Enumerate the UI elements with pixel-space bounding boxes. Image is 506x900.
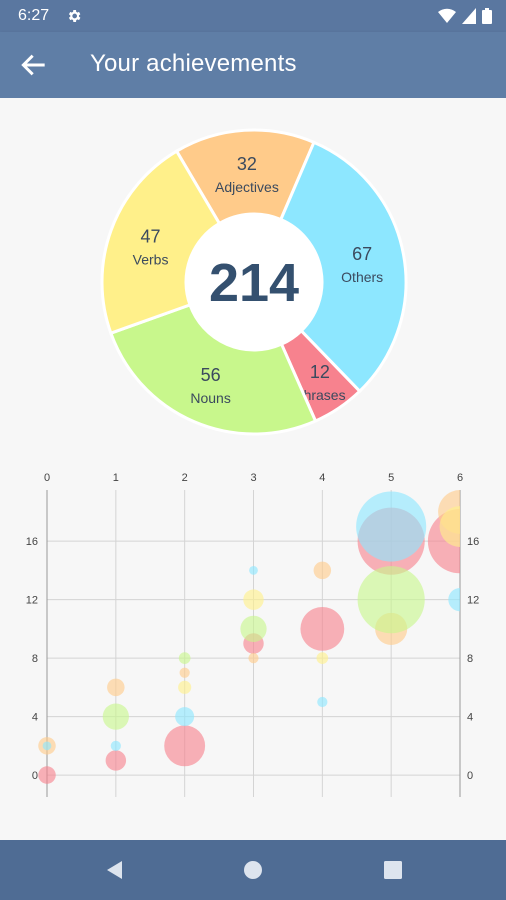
square-recents-icon[interactable] xyxy=(381,858,405,882)
bubble-point xyxy=(356,491,427,562)
bubble-point xyxy=(38,766,56,784)
y-tick-label-right: 16 xyxy=(467,536,479,548)
bubble-point xyxy=(313,561,332,580)
bubble-point xyxy=(107,678,125,697)
y-tick-label-left: 16 xyxy=(26,536,38,548)
donut-hole xyxy=(187,215,321,349)
arrow-left-icon[interactable] xyxy=(18,49,50,81)
x-tick-label: 3 xyxy=(250,472,256,484)
x-tick-label: 2 xyxy=(182,472,188,484)
x-tick-label: 4 xyxy=(319,472,325,484)
y-tick-label-left: 12 xyxy=(26,595,38,607)
circle-home-icon[interactable] xyxy=(241,858,265,882)
status-bar: 6:27 xyxy=(0,0,506,32)
x-tick-label: 1 xyxy=(113,472,119,484)
bubble-point xyxy=(42,741,52,751)
bubble-point xyxy=(249,566,258,575)
donut-category-label: Adjectives xyxy=(215,179,279,195)
x-tick-label: 6 xyxy=(457,472,463,484)
y-tick-label-right: 4 xyxy=(467,712,473,724)
page-title: Your achievements xyxy=(90,50,297,77)
y-tick-label-right: 8 xyxy=(467,653,473,665)
donut-category-label: Verbs xyxy=(133,252,169,268)
donut-slice-others xyxy=(278,140,408,394)
bubble-point xyxy=(439,506,460,547)
settings-icon xyxy=(68,10,81,22)
y-tick-label-right: 0 xyxy=(467,770,473,782)
signal-icon xyxy=(462,8,476,24)
bubble-marks xyxy=(38,490,460,784)
bubble-point xyxy=(178,652,191,664)
status-time: 6:27 xyxy=(18,7,50,24)
bubble-point xyxy=(357,566,425,634)
bubble-point xyxy=(179,667,190,678)
bubble-point xyxy=(102,703,129,730)
y-tick-label-left: 8 xyxy=(32,653,38,665)
bubble-point xyxy=(448,587,460,612)
x-tick-label: 5 xyxy=(388,472,394,484)
y-tick-label-left: 4 xyxy=(32,712,38,724)
donut-value-label: 56 xyxy=(201,365,221,385)
bubble-point xyxy=(164,725,206,767)
status-icons xyxy=(438,8,492,24)
donut-value-label: 32 xyxy=(237,154,257,174)
bubble-point xyxy=(175,707,195,727)
donut-value-label: 67 xyxy=(352,244,372,264)
battery-icon xyxy=(482,8,492,24)
bubble-point xyxy=(240,615,267,643)
bubble-point xyxy=(243,589,264,610)
bubble-point xyxy=(316,652,329,664)
bubble-point xyxy=(110,740,121,751)
donut-category-label: Others xyxy=(341,269,383,285)
donut-slice-nouns xyxy=(108,302,318,436)
donut-category-label: Nouns xyxy=(190,390,230,406)
navigation-bar xyxy=(0,840,506,900)
donut-slice-verbs xyxy=(100,149,222,336)
bubble-point xyxy=(317,696,328,708)
total-count: 214 xyxy=(209,253,299,313)
donut-value-label: 12 xyxy=(310,362,330,382)
bubble-point xyxy=(300,606,345,651)
y-tick-label-right: 12 xyxy=(467,595,479,607)
donut-value-label: 47 xyxy=(141,227,161,247)
bubble-point xyxy=(248,653,259,664)
triangle-back-icon[interactable] xyxy=(103,858,127,882)
bubble-point xyxy=(105,750,127,771)
x-tick-label: 0 xyxy=(44,472,50,484)
bubble-point xyxy=(178,680,192,694)
category-donut-chart: 32Adjectives67Others12Phrases56Nouns47Ve… xyxy=(100,128,408,436)
y-tick-label-left: 0 xyxy=(32,770,38,782)
app-bar: Your achievements xyxy=(0,32,506,98)
wifi-icon xyxy=(438,8,456,23)
